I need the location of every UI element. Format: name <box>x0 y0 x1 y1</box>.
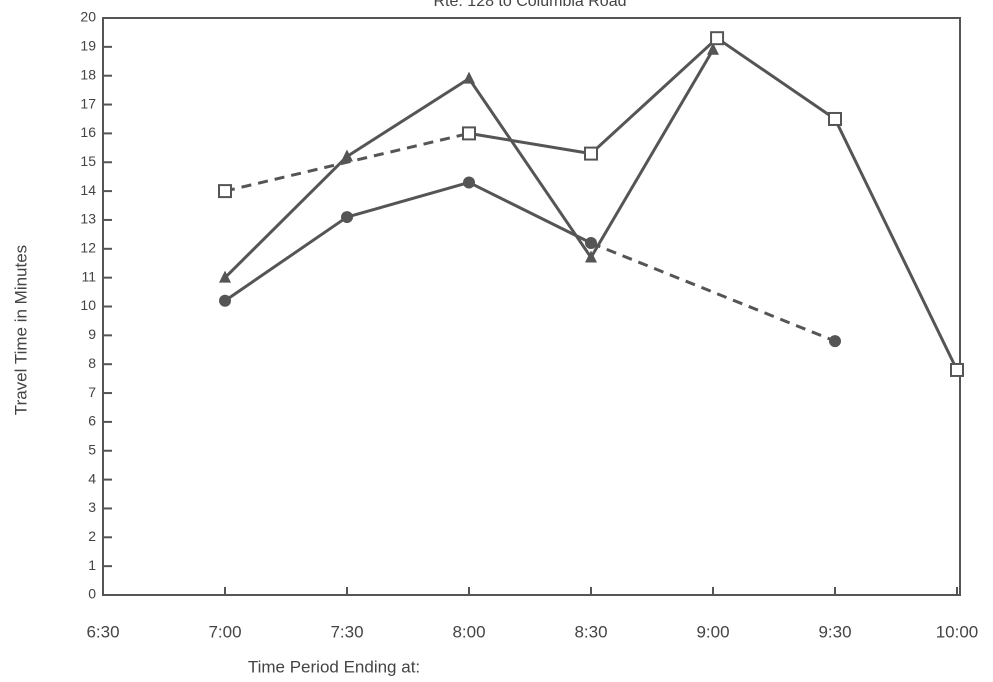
line-segment <box>833 118 959 371</box>
y-tick-label: 3 <box>88 499 96 515</box>
x-tick-label: 8:30 <box>574 622 607 641</box>
x-tick-label: 6:30 <box>86 622 119 641</box>
line-segment <box>589 37 719 155</box>
circle-marker <box>463 176 475 189</box>
y-tick-label: 15 <box>80 153 96 169</box>
y-tick-label: 2 <box>88 528 96 544</box>
y-tick-label: 19 <box>80 38 96 54</box>
x-axis-label: Time Period Ending at: <box>248 657 420 676</box>
square-marker <box>710 31 725 46</box>
x-tick-label: 9:00 <box>696 622 729 641</box>
line-segment <box>716 36 836 121</box>
plot-frame <box>102 17 961 596</box>
y-tick-label: 7 <box>88 384 96 400</box>
square-marker <box>950 362 964 377</box>
circle-marker <box>341 211 353 224</box>
x-tick-label: 9:30 <box>818 622 851 641</box>
y-tick-label: 1 <box>88 557 96 573</box>
line-segment <box>224 215 348 302</box>
line-segment <box>223 155 349 279</box>
triangle-marker <box>463 71 475 84</box>
y-axis-label: Travel Time in Minutes <box>11 245 30 415</box>
y-tick-label: 11 <box>81 268 96 284</box>
square-marker <box>218 184 232 199</box>
y-tick-label: 17 <box>80 95 96 111</box>
square-marker <box>584 146 598 161</box>
y-tick-label: 12 <box>80 240 96 256</box>
chart-title: Rte. 128 to Columbia Road <box>434 0 627 10</box>
y-tick-label: 5 <box>88 441 96 457</box>
y-tick-label: 8 <box>88 355 96 371</box>
y-tick-label: 6 <box>88 413 96 429</box>
line-segment <box>467 77 593 259</box>
y-tick-label: 10 <box>80 297 96 313</box>
y-tick-label: 16 <box>80 124 96 140</box>
triangle-marker <box>585 250 597 263</box>
circle-marker <box>829 335 841 348</box>
x-tick-label: 10:00 <box>936 622 979 641</box>
y-tick-label: 14 <box>80 182 96 198</box>
square-marker <box>828 111 842 126</box>
line-segment <box>589 48 715 259</box>
x-tick-label: 7:00 <box>208 622 241 641</box>
line-segment <box>468 181 592 245</box>
triangle-marker <box>707 42 719 55</box>
y-tick-label: 20 <box>80 9 96 25</box>
triangle-marker <box>219 270 231 283</box>
y-tick-label: 4 <box>88 470 96 486</box>
x-tick-label: 7:30 <box>330 622 363 641</box>
y-tick-label: 9 <box>88 326 96 342</box>
square-marker <box>462 126 476 141</box>
circle-marker <box>585 237 597 250</box>
triangle-marker <box>341 149 353 162</box>
line-segment <box>346 181 470 219</box>
circle-marker <box>219 294 231 307</box>
line-segment <box>468 131 592 156</box>
y-tick-label: 0 <box>88 586 96 602</box>
line-segment <box>590 241 836 343</box>
y-tick-label: 18 <box>80 66 96 82</box>
y-tick-label: 13 <box>80 211 96 227</box>
line-segment <box>346 77 470 158</box>
x-tick-label: 8:00 <box>452 622 485 641</box>
line-segment <box>224 131 470 193</box>
